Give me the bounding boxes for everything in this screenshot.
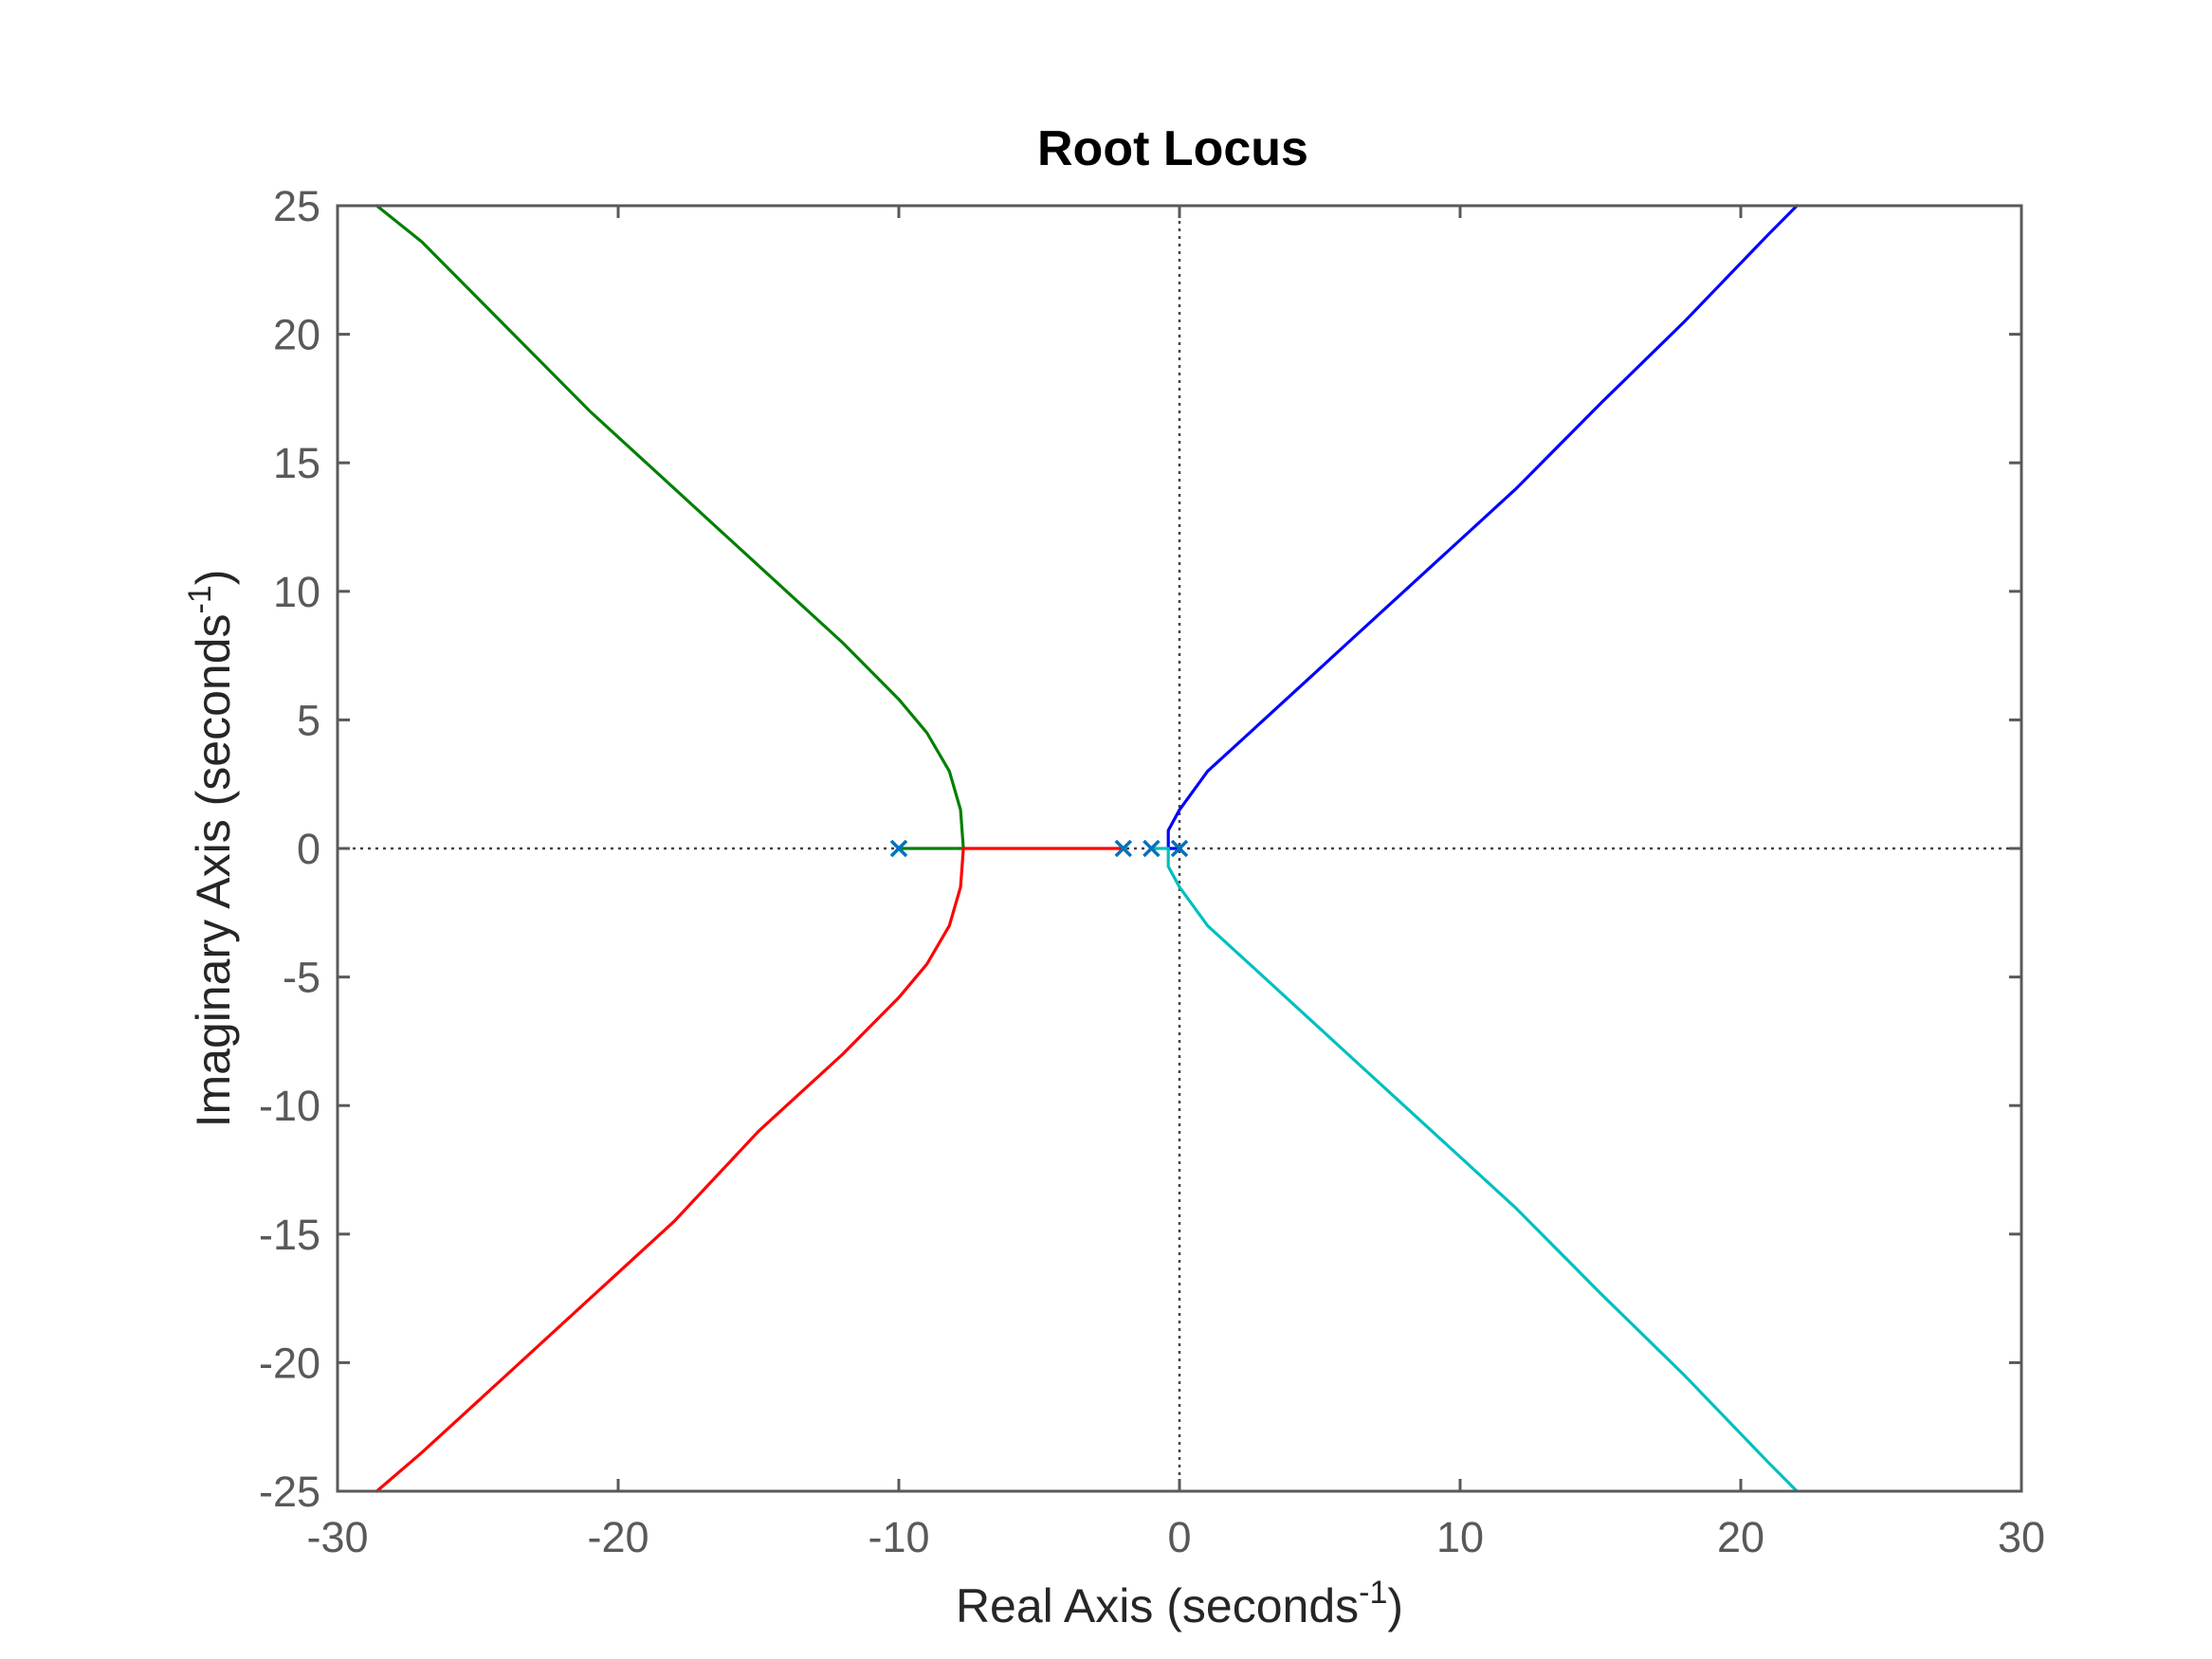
locus-branch-2 — [375, 847, 1125, 1493]
x-tick-label: -20 — [587, 1513, 649, 1561]
chart-title: Root Locus — [1037, 121, 1308, 176]
y-tick-label: -25 — [259, 1468, 320, 1516]
x-tick-label: 10 — [1436, 1513, 1484, 1561]
y-axis-label-close: ) — [187, 570, 240, 586]
locus-branch-1 — [375, 204, 965, 850]
plot-area: -30 -20 -10 0 10 20 30 -25 -20 -15 -10 -5 0 5 10 15 20 25 — [259, 182, 2045, 1561]
open-loop-poles — [889, 839, 1189, 858]
x-axis-label-exponent: -1 — [1359, 1575, 1387, 1611]
y-tick-label: 15 — [273, 439, 320, 487]
y-tick-label: 5 — [297, 696, 320, 744]
locus-branches — [375, 204, 1799, 1493]
x-tick-label: 0 — [1167, 1513, 1191, 1561]
y-tick-label: 10 — [273, 568, 320, 616]
locus-branch-4 — [1149, 847, 1799, 1493]
locus-branch-3 — [1166, 204, 1799, 850]
pole-marker-1 — [889, 839, 908, 858]
pole-marker-4 — [1170, 839, 1189, 858]
y-tick-label: 0 — [297, 825, 320, 873]
x-axis-label-close: ) — [1387, 1579, 1403, 1632]
x-tick-label: 20 — [1717, 1513, 1764, 1561]
y-tick-label: 20 — [273, 311, 320, 359]
pole-marker-2 — [1114, 839, 1133, 858]
x-axis-label-text: Real Axis (seconds — [956, 1579, 1359, 1632]
axis-ticks: -30 -20 -10 0 10 20 30 -25 -20 -15 -10 -5 0 5 10 15 20 25 — [259, 182, 2045, 1561]
y-tick-label: -15 — [259, 1211, 320, 1259]
y-tick-label: -20 — [259, 1339, 320, 1387]
y-tick-label: -10 — [259, 1082, 320, 1130]
y-axis-label: Imaginary Axis (seconds-1) — [182, 570, 240, 1128]
y-tick-label: -5 — [283, 954, 320, 1002]
y-tick-label: 25 — [273, 182, 320, 230]
y-axis-label-text: Imaginary Axis (seconds — [187, 613, 240, 1127]
pole-marker-3 — [1143, 839, 1161, 858]
x-tick-label: -10 — [868, 1513, 929, 1561]
x-axis-label: Real Axis (seconds-1) — [956, 1575, 1403, 1632]
y-axis-label-exponent: -1 — [182, 585, 218, 613]
x-tick-label: -30 — [306, 1513, 368, 1561]
x-tick-label: 30 — [1998, 1513, 2045, 1561]
